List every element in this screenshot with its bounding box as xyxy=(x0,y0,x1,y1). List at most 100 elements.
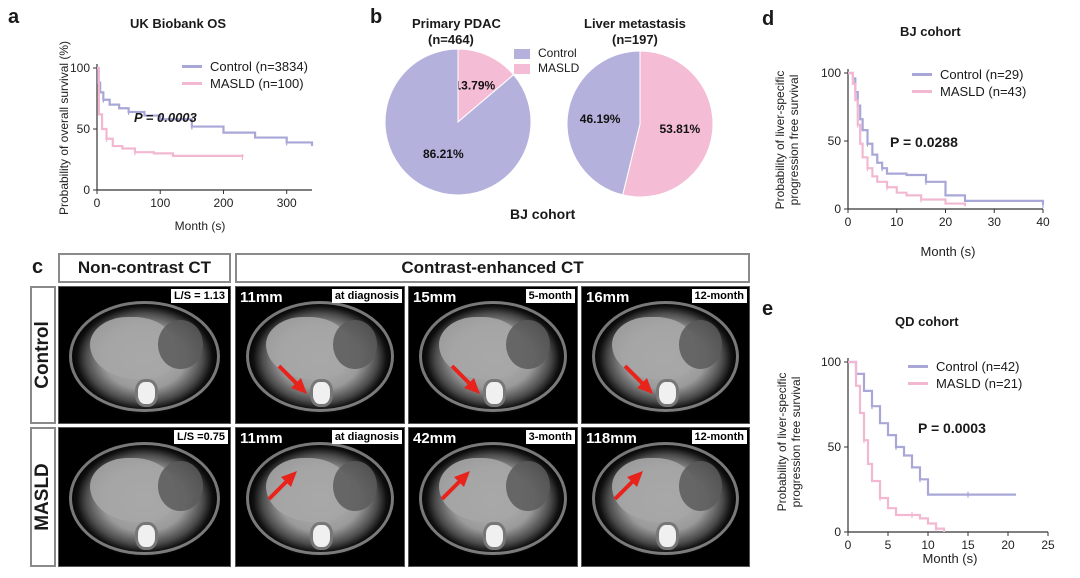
panel-e-ylabel-line1: Probability of liver-specific xyxy=(775,373,789,512)
panel-e-legend: Control (n=42) MASLD (n=21) xyxy=(908,358,1022,392)
legend-label-control: Control xyxy=(538,46,577,60)
arrow-shaft xyxy=(440,477,464,501)
x-tick-label: 300 xyxy=(277,196,297,210)
legend-swatch-masld xyxy=(514,63,530,74)
pie-value-label: 46.19% xyxy=(580,112,621,126)
x-tick-label: 10 xyxy=(890,215,904,229)
legend-swatch-masld xyxy=(908,382,928,385)
legend-entry-masld: MASLD (n=21) xyxy=(908,375,1022,392)
y-tick-label: 100 xyxy=(70,61,90,75)
pie2-title-line2: (n=197) xyxy=(612,32,658,47)
arrow-head xyxy=(453,470,470,487)
ct-stomach xyxy=(333,461,378,511)
panel-a-p-value: P = 0.0003 xyxy=(134,110,197,125)
ct-stomach xyxy=(506,319,551,369)
ct-body-ring xyxy=(592,441,739,555)
panel-e-xlabel: Month (s) xyxy=(923,551,978,566)
pie2-title-line1: Liver metastasis xyxy=(584,16,686,31)
panel-d-ylabel-line2: progression free survival xyxy=(787,75,801,206)
panel-b-cohort-label: BJ cohort xyxy=(510,206,576,222)
legend-swatch-masld xyxy=(912,90,932,93)
series-line-masld xyxy=(97,66,244,158)
ct-lesion-size-label: 118mm xyxy=(586,430,637,447)
y-tick-label: 0 xyxy=(83,183,90,197)
panel-e-letter: e xyxy=(762,298,774,320)
panel-e-p-value: P = 0.0003 xyxy=(918,420,986,436)
arrow-shaft xyxy=(450,365,474,388)
arrow-shaft xyxy=(613,477,637,501)
ct-image-control-1: at diagnosis 11mm xyxy=(235,286,405,424)
panel-a-letter: a xyxy=(8,6,20,28)
x-tick-label: 0 xyxy=(845,538,852,552)
series-line-masld xyxy=(848,360,946,532)
ct-stomach xyxy=(333,319,378,369)
red-arrow-icon xyxy=(613,470,643,501)
panel-a-ylabel: Probability of overall survival (%) xyxy=(57,41,71,215)
panel-d-title: BJ cohort xyxy=(900,24,961,39)
ct-body-ring xyxy=(246,441,394,555)
ct-stomach xyxy=(158,319,203,369)
ct-spine xyxy=(486,382,504,404)
ct-timepoint-label: 3-month xyxy=(525,430,575,444)
ct-stomach xyxy=(506,461,551,511)
ct-lesion-size-label: 16mm xyxy=(586,289,630,306)
ct-body-ring xyxy=(592,300,739,413)
ct-timepoint-label: 12-month xyxy=(691,430,747,444)
panel-a-title: UK Biobank OS xyxy=(130,16,227,31)
ct-body-ring xyxy=(419,441,567,555)
red-arrow-icon xyxy=(267,470,297,501)
ct-stomach xyxy=(678,461,723,511)
arrow-head xyxy=(463,378,480,395)
panel-b-letter: b xyxy=(370,6,383,28)
row-label-control-text: Control xyxy=(32,321,54,389)
ct-image-control-2: 5-month 15mm xyxy=(408,286,578,424)
ct-body-ring xyxy=(246,300,394,413)
series-line-control xyxy=(97,66,314,147)
ct-lesion-size-label: 11mm xyxy=(240,430,283,447)
panel-b-pies: 13.79% 86.21% 53.81% 46.19% xyxy=(384,48,714,198)
x-tick-label: 0 xyxy=(845,215,852,229)
legend-entry-masld: MASLD (n=100) xyxy=(182,75,308,92)
pie1-title-line1: Primary PDAC xyxy=(412,16,501,31)
arrow-head xyxy=(280,470,297,487)
panel-e-chart: Probability of liver-specific progressio… xyxy=(775,355,1055,566)
ct-image-masld-1: at diagnosis 11mm xyxy=(235,427,405,567)
y-tick-label: 50 xyxy=(77,122,91,136)
x-tick-label: 5 xyxy=(885,538,892,552)
x-tick-label: 20 xyxy=(939,215,953,229)
ct-spine xyxy=(486,524,504,547)
ct-timepoint-label: L/S = 1.13 xyxy=(170,289,228,303)
x-tick-label: 100 xyxy=(150,196,170,210)
panel-e-plot-area: 0 5 10 15 20 25 0 50 100 xyxy=(821,355,1055,552)
row-label-masld: MASLD xyxy=(30,427,56,567)
pie-slice-control xyxy=(566,50,641,196)
arrow-head xyxy=(636,378,653,395)
ct-image-masld-3: 12-month 118mm xyxy=(581,427,750,567)
ct-body-ring xyxy=(69,300,220,413)
legend-entry-control: Control xyxy=(514,46,579,61)
x-tick-label: 15 xyxy=(961,538,975,552)
legend-swatch-control xyxy=(182,65,202,68)
ct-timepoint-label: L/S =0.75 xyxy=(173,430,228,444)
legend-entry-control: Control (n=3834) xyxy=(182,58,308,75)
panel-d-plot-area: 0 10 20 30 40 0 50 100 xyxy=(821,66,1050,229)
legend-entry-masld: MASLD xyxy=(514,61,579,76)
panel-b-legend: Control MASLD xyxy=(514,46,579,76)
panel-d-ylabel-line1: Probability of liver-specific xyxy=(773,71,787,210)
legend-entry-control: Control (n=42) xyxy=(908,358,1022,375)
row-label-control: Control xyxy=(30,286,56,424)
ct-spine xyxy=(658,524,676,547)
x-tick-label: 25 xyxy=(1041,538,1055,552)
series-line-control xyxy=(848,71,1045,205)
legend-swatch-control xyxy=(908,365,928,368)
y-tick-label: 100 xyxy=(821,66,841,80)
y-tick-label: 50 xyxy=(828,440,842,454)
panel-a-chart: Probability of overall survival (%) Mont… xyxy=(57,41,314,233)
panel-c-letter: c xyxy=(32,256,44,278)
ct-image-control-3: 12-month 16mm xyxy=(581,286,750,424)
panel-a-plot-area: 0 100 200 300 0 50 100 xyxy=(70,61,314,210)
panel-d-p-value: P = 0.0288 xyxy=(890,134,958,150)
ct-spine xyxy=(137,524,155,547)
legend-label-control: Control (n=29) xyxy=(940,67,1024,82)
panel-e-title: QD cohort xyxy=(895,314,959,329)
